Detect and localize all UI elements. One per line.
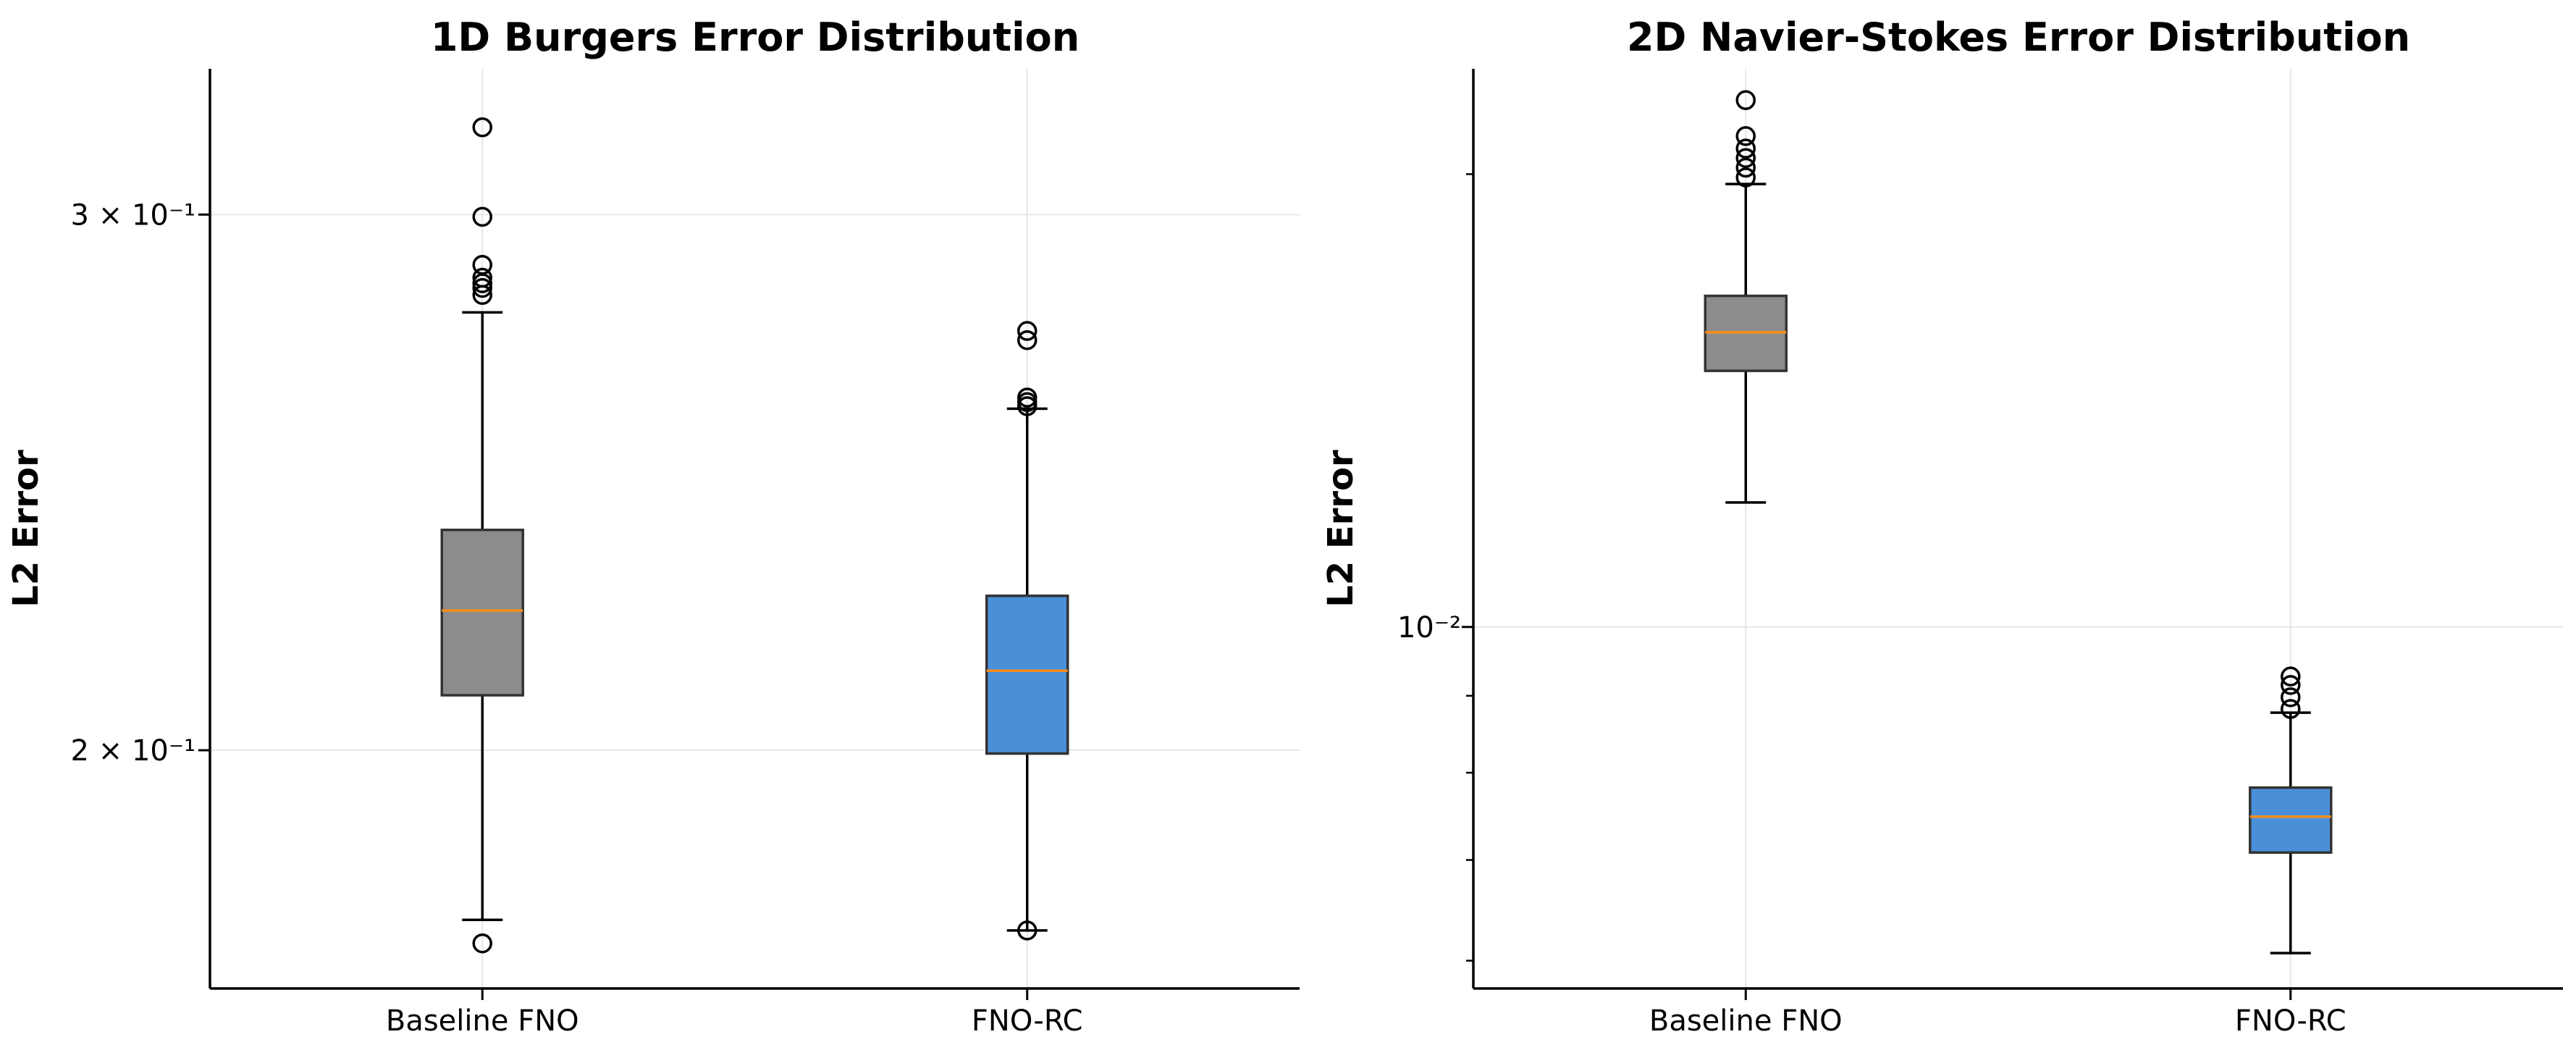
box-baseline-fno: [440, 117, 524, 954]
iqr-box: [985, 595, 1069, 755]
outlier-point: [1735, 157, 1756, 178]
outlier-point: [472, 206, 492, 227]
outlier-point: [1735, 138, 1756, 159]
outlier-point: [2281, 687, 2301, 708]
x-tick-label: Baseline FNO: [1649, 1004, 1843, 1038]
y-tick-label: 3 × 10⁻¹: [71, 198, 195, 232]
iqr-box: [2249, 786, 2333, 855]
outlier-point: [1017, 329, 1037, 350]
chart-panel-1: 2 × 10⁻¹ 3 × 10⁻¹ Baseline FNO FNO-RC 1D Bur…: [6, 14, 1300, 1038]
outlier-point: [1735, 126, 1756, 146]
outlier-point: [472, 117, 492, 138]
x-tick-label: FNO-RC: [2235, 1004, 2346, 1038]
box-fno-rc: [2249, 666, 2333, 954]
outlier-point: [1017, 387, 1037, 408]
y-axis-label: L2 Error: [1321, 450, 1361, 608]
chart-title: 1D Burgers Error Distribution: [431, 14, 1079, 60]
y-axis-label: L2 Error: [6, 450, 46, 608]
box-fno-rc: [985, 321, 1069, 941]
outlier-point: [472, 267, 492, 288]
outlier-point: [472, 933, 492, 954]
chart-title: 2D Navier-Stokes Error Distribution: [1627, 14, 2410, 60]
x-tick-label: Baseline FNO: [386, 1004, 579, 1038]
box-baseline-fno: [1704, 90, 1788, 504]
y-tick-label: 10⁻²: [1397, 611, 1461, 645]
outlier-point: [1017, 321, 1037, 341]
outlier-point: [472, 254, 492, 275]
outlier-point: [1735, 148, 1756, 168]
outlier-point: [2281, 666, 2301, 687]
outlier-point: [2281, 675, 2301, 695]
x-tick-label: FNO-RC: [972, 1004, 1083, 1038]
outlier-point: [1017, 920, 1037, 941]
outlier-point: [1735, 90, 1756, 110]
y-tick-label: 2 × 10⁻¹: [71, 734, 195, 768]
outlier-point: [2281, 699, 2301, 719]
chart-panel-2: 10⁻² Baseline FNO FNO-RC 2D Navier-Stokes E…: [1321, 14, 2563, 1038]
iqr-box: [440, 529, 524, 697]
outlier-point: [1735, 167, 1756, 188]
